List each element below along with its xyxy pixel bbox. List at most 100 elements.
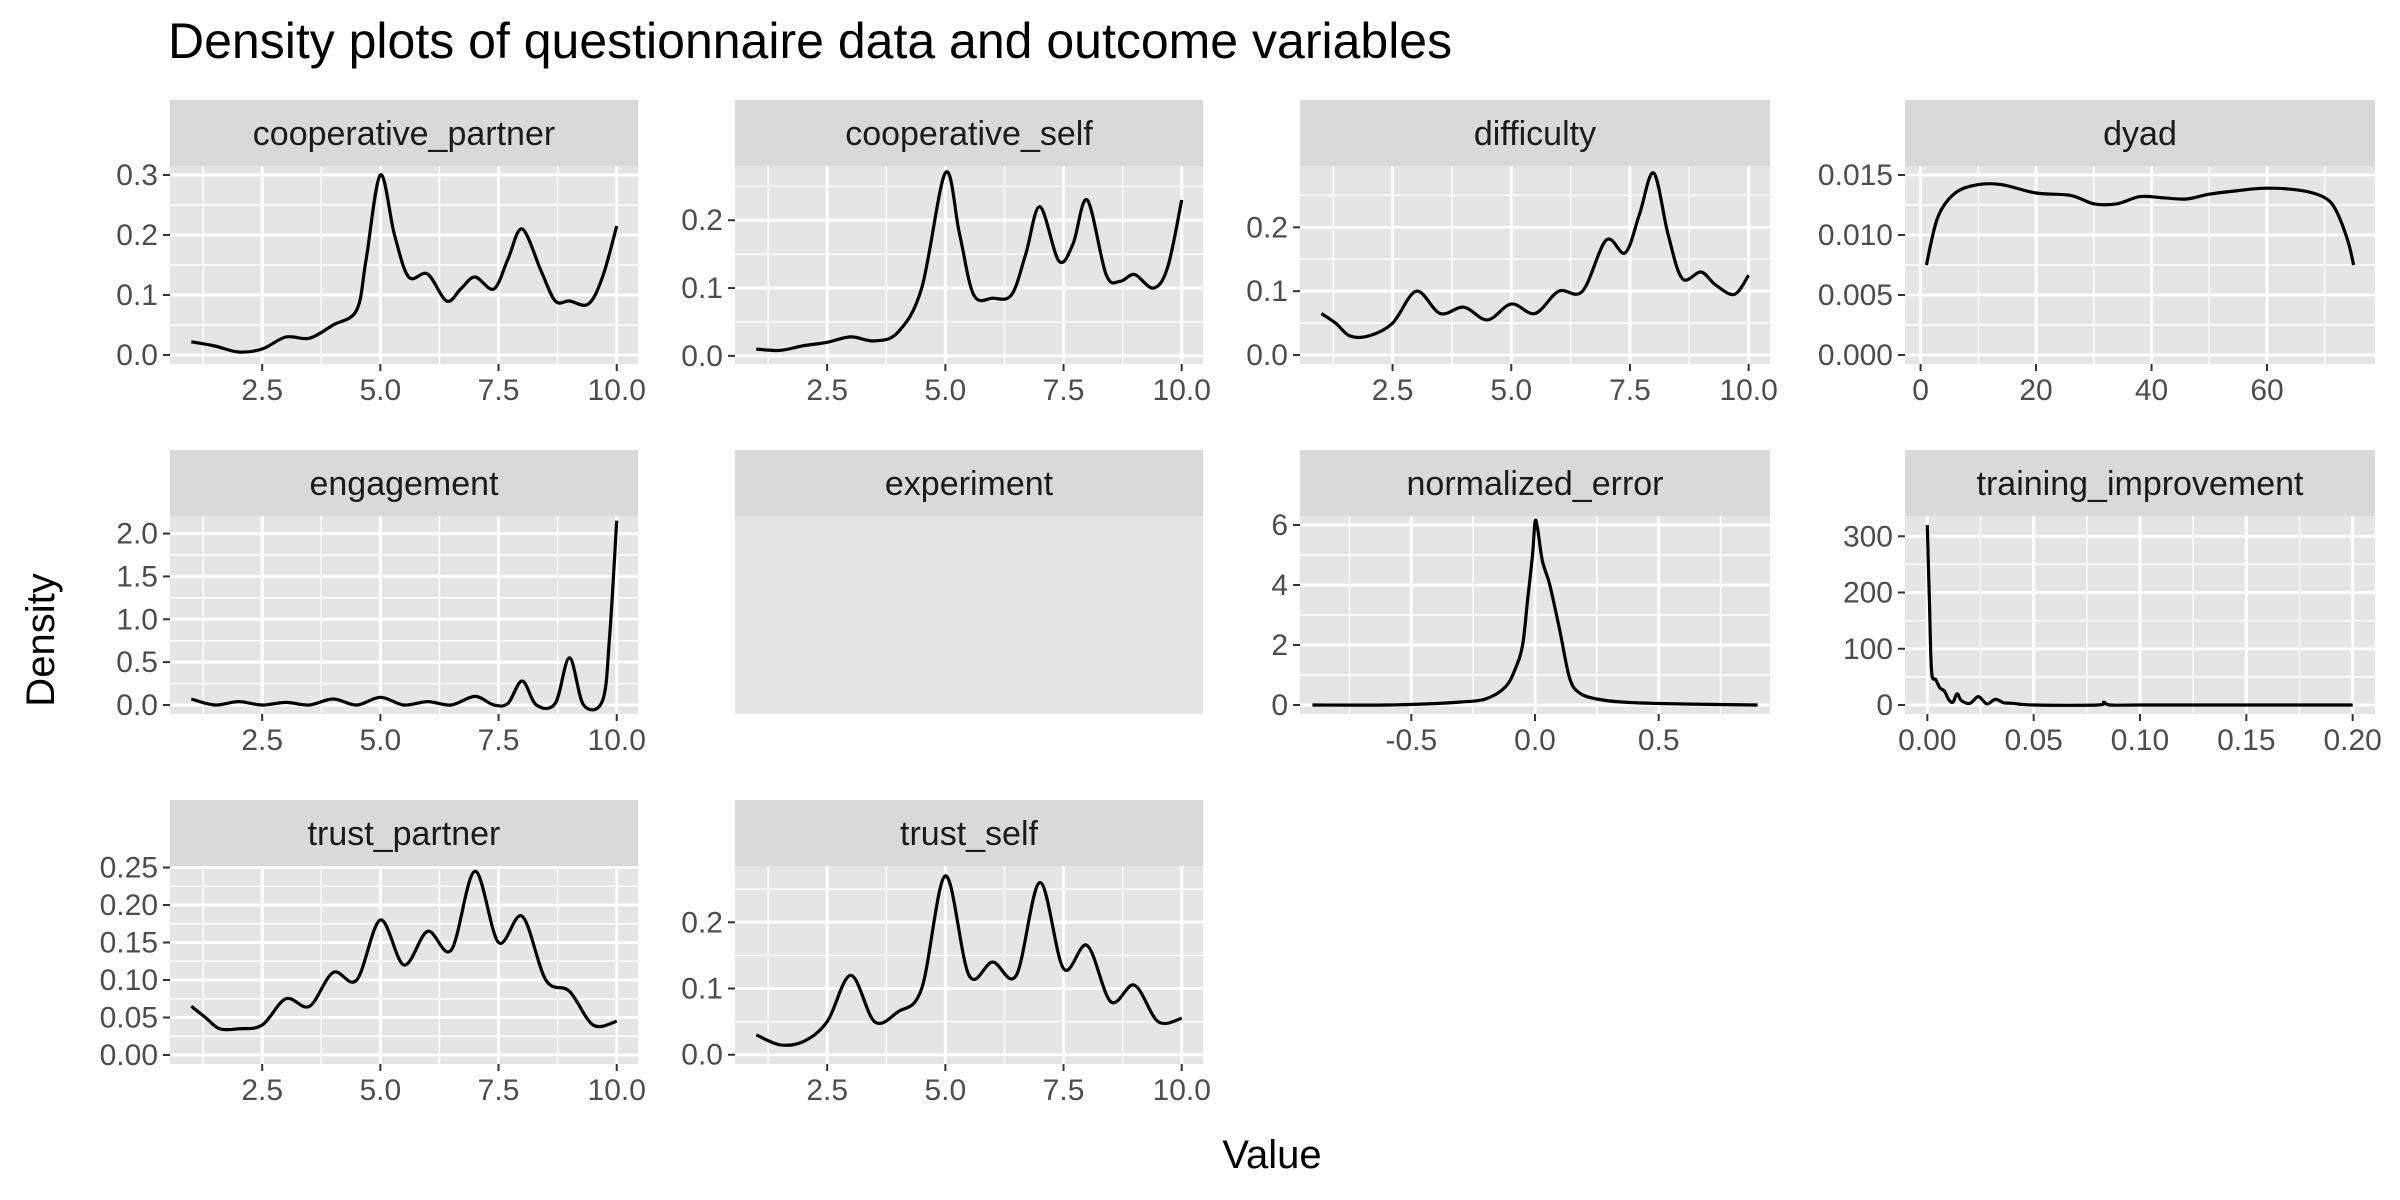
strip-label-difficulty: difficulty <box>1474 115 1596 153</box>
y-tick-label: 0.2 <box>681 906 723 939</box>
x-tick-label: 0.20 <box>2323 724 2381 757</box>
y-tick-label: 0 <box>1271 689 1288 722</box>
panel-experiment: experiment <box>735 450 1203 714</box>
x-tick-label: 2.5 <box>806 1074 848 1107</box>
x-tick-label: 10.0 <box>588 1074 646 1107</box>
panel-background <box>170 516 638 714</box>
y-tick-label: 0.20 <box>100 889 158 922</box>
y-tick-label: 0.0 <box>681 1039 723 1072</box>
strip-label-engagement: engagement <box>309 465 499 503</box>
x-tick-label: 7.5 <box>1043 374 1085 407</box>
x-tick-label: 10.0 <box>588 374 646 407</box>
x-tick-label: 60 <box>2250 374 2283 407</box>
y-tick-label: 1.0 <box>116 603 158 636</box>
x-tick-label: 0 <box>1912 374 1929 407</box>
strip-label-training-improvement: training_improvement <box>1977 465 2304 503</box>
density-line-engagement <box>190 520 619 712</box>
y-tick-label: 0.05 <box>100 1002 158 1035</box>
x-tick-label: 2.5 <box>241 1074 283 1107</box>
strip-background <box>735 800 1203 866</box>
y-tick-label: 0.2 <box>116 219 158 252</box>
x-tick-label: 5.0 <box>360 1074 402 1107</box>
x-tick-label: 0.0 <box>1514 724 1556 757</box>
y-tick-label: 0.1 <box>1246 275 1288 308</box>
density-line-normalized-error <box>1312 518 1758 707</box>
strip-background <box>170 450 638 516</box>
x-tick-label: 0.5 <box>1638 724 1680 757</box>
density-line-trust-self <box>755 874 1183 1047</box>
x-tick-label: 7.5 <box>478 724 520 757</box>
panel-difficulty: difficulty 2.5 5.0 7.5 10.0 0.0 0.1 0.2 <box>1246 100 1778 407</box>
x-tick-label: 2.5 <box>241 374 283 407</box>
density-line-difficulty <box>1320 171 1750 340</box>
y-tick-label: 2.0 <box>116 518 158 551</box>
strip-label-trust-partner: trust_partner <box>308 815 501 853</box>
panel-background <box>735 516 1203 714</box>
strip-label-trust-self: trust_self <box>900 815 1038 853</box>
x-tick-label: 7.5 <box>1609 374 1651 407</box>
strip-background <box>1905 100 2375 166</box>
y-tick-label: 2 <box>1271 629 1288 662</box>
x-tick-label: 0.10 <box>2111 724 2169 757</box>
y-tick-label: 1.5 <box>116 560 158 593</box>
x-tick-label: 40 <box>2135 374 2168 407</box>
panel-normalized-error: normalized_error -0.5 0.0 0.5 0 2 4 6 <box>1271 450 1770 757</box>
x-tick-label: 5.0 <box>360 374 402 407</box>
x-tick-label: 5.0 <box>925 1074 967 1107</box>
strip-background <box>170 800 638 866</box>
y-tick-label: 0.0 <box>1246 339 1288 372</box>
y-tick-label: 100 <box>1843 633 1893 666</box>
panel-cooperative-self: cooperative_self 2.5 5.0 7.5 10.0 0.0 0.1 0.2 <box>681 100 1211 407</box>
y-tick-label: 0.2 <box>1246 211 1288 244</box>
strip-label-experiment: experiment <box>885 465 1054 503</box>
x-tick-label: 10.0 <box>588 724 646 757</box>
y-tick-label: 0.0 <box>681 340 723 373</box>
y-tick-label: 0 <box>1876 689 1893 722</box>
y-tick-label: 0.0 <box>116 339 158 372</box>
x-tick-label: 0.05 <box>2004 724 2062 757</box>
y-tick-label: 6 <box>1271 509 1288 542</box>
y-tick-label: 0.2 <box>681 204 723 237</box>
chart-title: Density plots of questionnaire data and … <box>168 13 1452 69</box>
y-tick-label: 0.00 <box>100 1039 158 1072</box>
y-tick-label: 0.015 <box>1818 159 1893 192</box>
panel-trust-partner: trust_partner 2.5 5.0 7.5 10.0 0.00 0.05 0.10 0.… <box>100 800 646 1107</box>
density-line-dyad <box>1924 181 2356 266</box>
y-tick-label: 0.3 <box>116 159 158 192</box>
y-tick-label: 0.15 <box>100 927 158 960</box>
panel-cooperative-partner: cooperative_partner 2.5 5.0 7.5 10.0 0.0 0.1 0.… <box>116 100 646 407</box>
x-tick-label: 0.15 <box>2217 724 2275 757</box>
y-tick-label: 300 <box>1843 520 1893 553</box>
strip-background <box>1300 100 1770 166</box>
strip-background <box>735 450 1203 516</box>
density-line-cooperative-self <box>756 170 1184 353</box>
y-tick-label: 0.005 <box>1818 279 1893 312</box>
density-line-trust-partner <box>190 869 618 1032</box>
x-tick-label: 7.5 <box>478 1074 520 1107</box>
strip-label-cooperative-partner: cooperative_partner <box>253 115 555 153</box>
strip-background <box>170 100 638 166</box>
y-tick-label: 0.000 <box>1818 339 1893 372</box>
x-tick-label: 10.0 <box>1153 1074 1211 1107</box>
y-tick-label: 4 <box>1271 569 1288 602</box>
x-tick-label: 5.0 <box>360 724 402 757</box>
y-tick-label: 0.1 <box>681 973 723 1006</box>
density-line-training-improvement <box>1925 524 2353 707</box>
density-line-cooperative-partner <box>191 173 619 354</box>
y-tick-label: 0.1 <box>681 272 723 305</box>
x-tick-label: -0.5 <box>1385 724 1437 757</box>
x-tick-label: 2.5 <box>806 374 848 407</box>
panel-background <box>735 866 1203 1064</box>
panel-background <box>735 166 1203 364</box>
strip-background <box>1300 450 1770 516</box>
x-tick-label: 5.0 <box>1490 374 1532 407</box>
y-axis-title: Density <box>19 573 63 706</box>
y-tick-label: 0.1 <box>116 279 158 312</box>
x-tick-label: 10.0 <box>1153 374 1211 407</box>
x-tick-label: 7.5 <box>1043 1074 1085 1107</box>
strip-label-normalized-error: normalized_error <box>1407 465 1664 503</box>
panel-training-improvement: training_improvement 0.00 0.05 0.10 0.15 0.20… <box>1843 450 2382 757</box>
x-tick-label: 7.5 <box>478 374 520 407</box>
x-tick-label: 5.0 <box>925 374 967 407</box>
